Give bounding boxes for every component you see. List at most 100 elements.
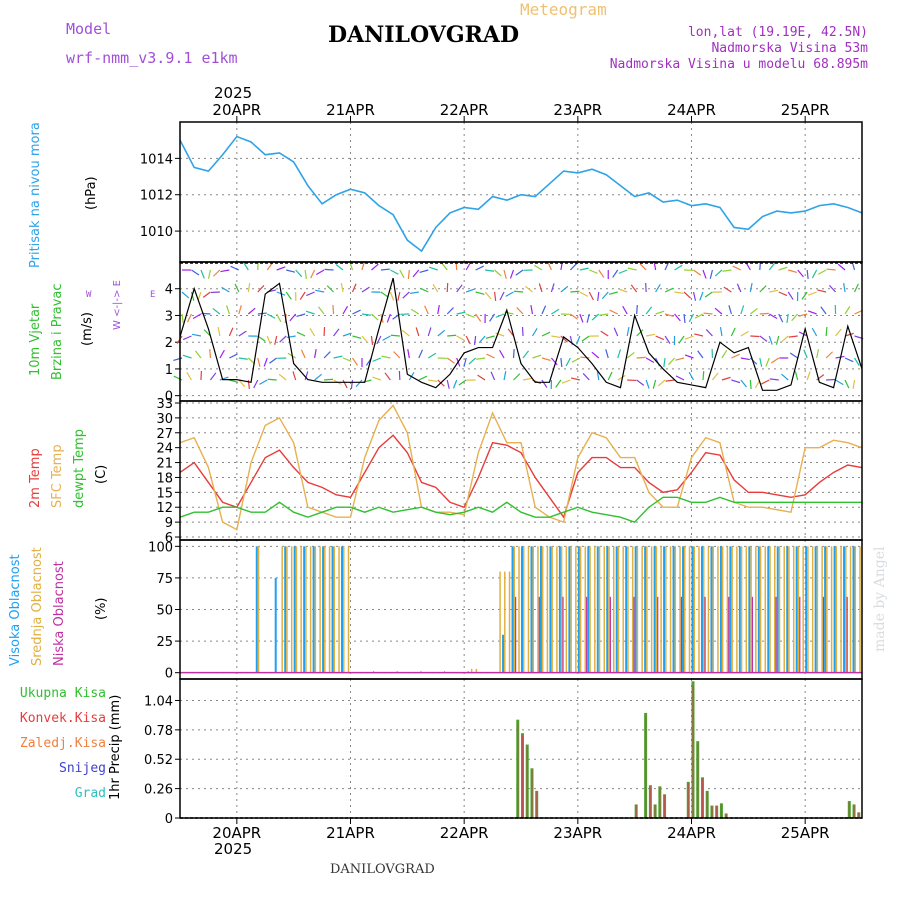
cloud-bar-high	[644, 546, 647, 673]
wind-arrow	[704, 291, 713, 298]
cloud-bar-mid	[674, 546, 677, 673]
cloud-bar-mid	[816, 546, 819, 673]
wind-arrow	[589, 269, 598, 274]
cloud-bar-mid	[281, 546, 283, 673]
cloud-bar-mid	[598, 546, 601, 673]
cloud-bar-mid	[717, 546, 719, 673]
wind-arrow	[257, 335, 266, 342]
cloud-bar-high	[539, 546, 542, 673]
wind-arrow	[721, 376, 731, 381]
wind-arrow	[794, 371, 799, 381]
wind-arrow	[407, 349, 410, 359]
wind-arrow	[769, 289, 779, 293]
cloud-bar-mid	[579, 546, 582, 673]
y-tick-label: 18	[156, 471, 173, 486]
wind-arrow	[522, 350, 530, 359]
wind-arrow	[626, 327, 630, 337]
precip-bar-conv	[659, 787, 661, 818]
cloud-label-3: Niska Oblacnost	[52, 561, 67, 666]
wind-arrow	[693, 269, 702, 276]
precip-bar-conv	[536, 791, 538, 818]
wind-arrow	[401, 329, 410, 337]
cloud-bar-mid	[650, 546, 653, 673]
cloud-bar-mid	[347, 546, 350, 673]
temp-label-3: dewpt Temp	[72, 428, 87, 508]
wind-arrow	[289, 313, 297, 322]
y-tick-label: 24	[156, 442, 173, 457]
wind-arrow	[759, 312, 769, 315]
cloud-bar-high	[653, 546, 656, 673]
cloud-bar-mid	[736, 546, 738, 673]
cloud-bar-mid	[778, 546, 781, 673]
precip-bar-conv	[692, 685, 694, 818]
cloud-bar-low	[822, 596, 825, 673]
wind-arrow	[226, 305, 230, 315]
wind-arrow	[798, 313, 808, 317]
wind-arrow	[194, 350, 202, 359]
cloud-bar-mid	[807, 546, 809, 673]
wind-arrow	[515, 269, 524, 276]
wind-arrow	[852, 379, 856, 389]
wind-arrow	[212, 307, 221, 315]
wind-arrow	[350, 379, 354, 390]
wind-arrow	[759, 357, 763, 367]
wind-arrow	[486, 353, 495, 359]
cloud-bar-mid	[594, 546, 596, 673]
wind-arrow	[342, 379, 348, 389]
wind-arrow	[541, 331, 551, 337]
wind-arrow	[274, 335, 278, 345]
cloud-bar-mid	[608, 546, 610, 673]
wind-arrow	[770, 357, 780, 364]
y-tick-label: 25	[156, 635, 173, 650]
wind-arrow	[300, 349, 306, 359]
cloud-bar-high	[776, 546, 779, 673]
wind-arrow	[749, 357, 758, 365]
wind-arrow	[304, 371, 309, 381]
wind-arrow	[576, 335, 581, 345]
wind-arrow	[452, 379, 458, 389]
wind-arrow	[267, 378, 277, 381]
precip-bar-conv	[706, 791, 708, 818]
wind-arrow	[811, 269, 818, 279]
cloud-bar-mid	[745, 546, 748, 673]
wind-arrow	[314, 349, 317, 359]
wind-arrow	[200, 269, 205, 279]
wind-arrow	[541, 379, 548, 388]
y-tick-label: 15	[156, 486, 173, 501]
wind-arrow	[664, 261, 670, 271]
wind-arrow	[266, 313, 276, 319]
wind-arrow	[238, 305, 242, 315]
y-tick-label: 50	[156, 604, 173, 619]
wind-label-1: 10m Vjetar	[28, 303, 43, 376]
wind-arrow	[485, 335, 495, 339]
cloud-bar-mid	[665, 546, 667, 673]
wind-arrow	[219, 349, 225, 359]
wind-arrow	[371, 313, 379, 321]
wind-arrow	[825, 326, 828, 337]
wind-arrow	[522, 377, 532, 381]
cloud-bar-low	[633, 596, 635, 673]
wind-arrow	[238, 330, 247, 337]
wind-arrow	[310, 269, 316, 279]
cloud-bar-mid	[584, 546, 587, 673]
precip-bar-conv	[848, 801, 850, 818]
wind-arrow	[286, 269, 296, 273]
cloud-bar-low	[657, 596, 659, 673]
wind-arrow	[565, 357, 571, 367]
y-tick-label: 33	[156, 397, 173, 412]
precip-unit: 1hr Precip (mm)	[108, 694, 123, 800]
y-tick-label: 21	[156, 457, 173, 472]
temp-label-2: SFC Temp	[50, 444, 65, 508]
wind-arrow	[499, 349, 505, 359]
cloud-bar-high	[691, 546, 694, 673]
wind-arrow	[820, 306, 827, 315]
cloud-bar-high	[729, 546, 732, 673]
wind-arrow	[532, 354, 542, 359]
cloud-bar-mid	[513, 546, 516, 673]
wind-arrow	[495, 332, 505, 337]
wind-arrow	[465, 313, 475, 318]
panel-frame	[179, 678, 863, 819]
precip-bar-conv	[522, 735, 523, 818]
cloud-bar-mid	[508, 571, 511, 673]
top-day-label: 25APR	[781, 101, 830, 119]
